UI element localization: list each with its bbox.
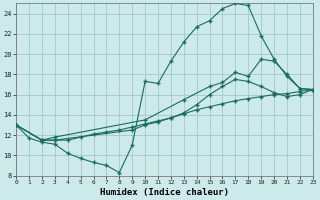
X-axis label: Humidex (Indice chaleur): Humidex (Indice chaleur) bbox=[100, 188, 229, 197]
